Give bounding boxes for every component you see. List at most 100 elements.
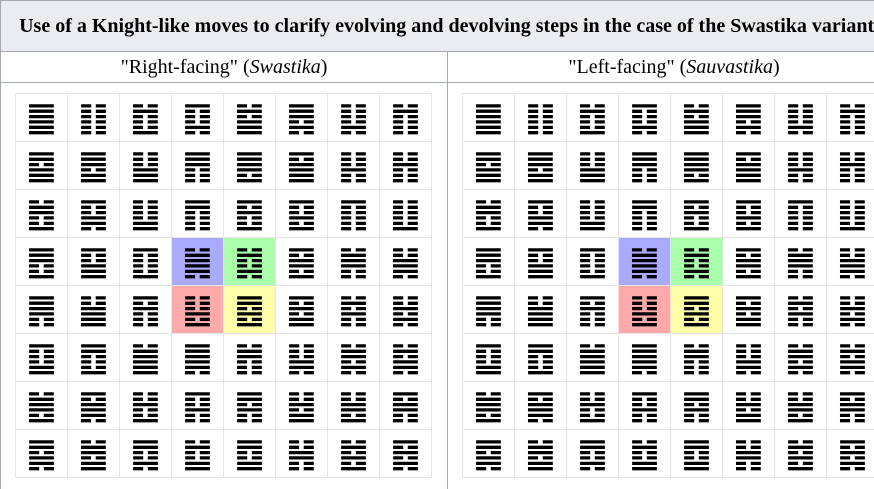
grid-row: ䷨䷩䷪䷫䷬䷭䷮䷯ (15, 333, 432, 382)
hexagram-grid: ䷀䷁䷂䷃䷄䷅䷆䷇䷈䷉䷊䷋䷌䷍䷎䷏䷐䷑䷒䷓䷔䷕䷖䷗䷘䷙䷚䷛䷜䷝䷞䷟䷠䷡䷢䷣䷤䷥䷦䷧… (15, 93, 432, 478)
hexagram-cell: ䷽ (722, 429, 775, 478)
caption-italic: Sauvastika (686, 55, 773, 78)
hexagram-cell: ䷲ (119, 381, 172, 430)
hexagram-cell: ䷉ (67, 141, 120, 190)
hexagram-cell: ䷈ (462, 141, 515, 190)
hexagram-cell: ䷹ (67, 429, 120, 478)
hexagram-cell: ䷮ (327, 333, 380, 382)
hexagram-cell: ䷝ (722, 237, 775, 286)
hexagram-cell: ䷻ (618, 429, 671, 478)
hexagram-cell: ䷰ (462, 381, 515, 430)
hexagram-cell: ䷑ (67, 189, 120, 238)
grid-row: ䷸䷹䷺䷻䷼䷽䷾䷿ (462, 429, 874, 478)
hexagram-cell: ䷪ (119, 333, 172, 382)
hexagram-cell: ䷱ (514, 381, 567, 430)
hexagram-cell: ䷅ (722, 93, 775, 142)
hexagram-cell: ䷩ (514, 333, 567, 382)
grid-row: ䷸䷹䷺䷻䷼䷽䷾䷿ (15, 429, 432, 478)
hexagram-cell: ䷃ (618, 93, 671, 142)
hexagram-cell: ䷛ (618, 237, 671, 286)
hexagram-cell: ䷶ (327, 381, 380, 430)
hexagram-cell: ䷋ (618, 141, 671, 190)
hexagram-cell: ䷆ (774, 93, 827, 142)
hexagram-cell: ䷳ (618, 381, 671, 430)
hexagram-cell: ䷫ (618, 333, 671, 382)
hexagram-cell: ䷻ (171, 429, 224, 478)
hexagram-cell: ䷓ (618, 189, 671, 238)
grid-row: ䷐䷑䷒䷓䷔䷕䷖䷗ (462, 189, 874, 238)
hexagram-cell: ䷾ (327, 429, 380, 478)
hexagram-cell: ䷕ (722, 189, 775, 238)
hexagram-cell: ䷋ (171, 141, 224, 190)
grid-row: ䷘䷙䷚䷛䷜䷝䷞䷟ (15, 237, 432, 286)
hexagram-cell: ䷠ (15, 285, 68, 334)
grid-row: ䷈䷉䷊䷋䷌䷍䷎䷏ (462, 141, 874, 190)
caption-text: "Left-facing" ( (568, 55, 687, 78)
hexagram-cell: ䷜ (670, 237, 723, 286)
hexagram-cell: ䷃ (171, 93, 224, 142)
hexagram-cell: ䷺ (119, 429, 172, 478)
hexagram-cell: ䷪ (566, 333, 619, 382)
hexagram-cell: ䷄ (223, 93, 276, 142)
caption-italic: Swastika (249, 55, 321, 78)
grid-row: ䷘䷙䷚䷛䷜䷝䷞䷟ (462, 237, 874, 286)
hexagram-cell: ䷘ (462, 237, 515, 286)
hexagram-cell: ䷂ (566, 93, 619, 142)
hexagram-cell: ䷬ (223, 333, 276, 382)
hexagram-cell: ䷆ (327, 93, 380, 142)
hexagram-cell: ䷞ (327, 237, 380, 286)
hexagram-cell: ䷖ (327, 189, 380, 238)
hexagram-cell: ䷸ (15, 429, 68, 478)
hexagram-cell: ䷡ (514, 285, 567, 334)
hexagram-cell: ䷥ (722, 285, 775, 334)
hexagram-cell: ䷝ (275, 237, 328, 286)
hexagram-cell: ䷱ (67, 381, 120, 430)
hexagram-cell: ䷢ (566, 285, 619, 334)
column-header: "Right-facing" (Swastika) (0, 51, 448, 83)
hexagram-cell: ䷧ (826, 285, 874, 334)
hexagram-cell: ䷗ (826, 189, 874, 238)
grid-row: ䷨䷩䷪䷫䷬䷭䷮䷯ (462, 333, 874, 382)
hexagram-cell: ䷿ (826, 429, 874, 478)
hexagram-cell: ䷣ (618, 285, 671, 334)
hexagram-cell: ䷎ (327, 141, 380, 190)
hexagram-cell: ䷫ (171, 333, 224, 382)
hexagram-cell: ䷊ (119, 141, 172, 190)
hexagram-cell: ䷅ (275, 93, 328, 142)
hexagram-cell: ䷭ (722, 333, 775, 382)
hexagram-cell: ䷷ (826, 381, 874, 430)
table-title: Use of a Knight-like moves to clarify ev… (0, 0, 874, 52)
grid-row: ䷠䷡䷢䷣䷤䷥䷦䷧ (462, 285, 874, 334)
column-header: "Left-facing" (Sauvastika) (447, 51, 874, 83)
hexagram-cell: ䷑ (514, 189, 567, 238)
hexagram-cell: ䷔ (670, 189, 723, 238)
hexagram-cell: ䷶ (774, 381, 827, 430)
hexagram-cell: ䷚ (566, 237, 619, 286)
hexagram-cell: ䷒ (119, 189, 172, 238)
hexagram-cell: ䷲ (566, 381, 619, 430)
hexagram-cell: ䷭ (275, 333, 328, 382)
hexagram-cell: ䷐ (462, 189, 515, 238)
hexagram-cell: ䷹ (514, 429, 567, 478)
hexagram-cell: ䷠ (462, 285, 515, 334)
hexagram-cell: ䷵ (275, 381, 328, 430)
caption-text: ) (772, 55, 780, 78)
hexagram-cell: ䷗ (379, 189, 432, 238)
hexagram-cell: ䷈ (15, 141, 68, 190)
hexagram-cell: ䷰ (15, 381, 68, 430)
hexagram-cell: ䷇ (826, 93, 874, 142)
hexagram-cell: ䷖ (774, 189, 827, 238)
hexagram-cell: ䷤ (670, 285, 723, 334)
hexagram-cell: ䷙ (514, 237, 567, 286)
hexagram-cell: ䷦ (327, 285, 380, 334)
grid-row: ䷈䷉䷊䷋䷌䷍䷎䷏ (15, 141, 432, 190)
hexagram-cell: ䷥ (275, 285, 328, 334)
hexagram-cell: ䷚ (119, 237, 172, 286)
hexagram-cell: ䷬ (670, 333, 723, 382)
grid-container: ䷀䷁䷂䷃䷄䷅䷆䷇䷈䷉䷊䷋䷌䷍䷎䷏䷐䷑䷒䷓䷔䷕䷖䷗䷘䷙䷚䷛䷜䷝䷞䷟䷠䷡䷢䷣䷤䷥䷦䷧… (447, 82, 874, 489)
hexagram-cell: ䷢ (119, 285, 172, 334)
hexagram-cell: ䷟ (826, 237, 874, 286)
grid-row: ䷀䷁䷂䷃䷄䷅䷆䷇ (462, 93, 874, 142)
